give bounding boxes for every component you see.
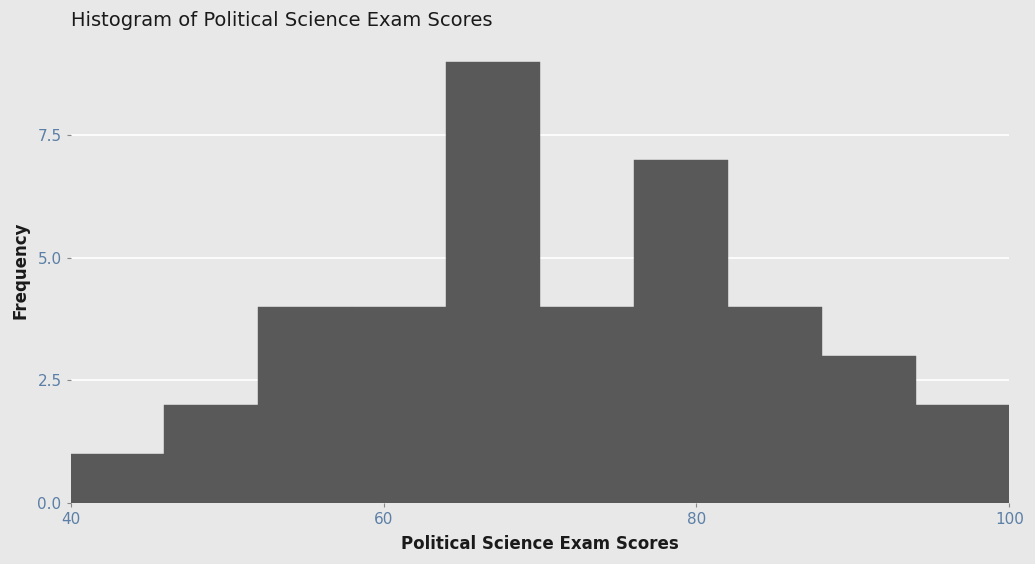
Bar	[446, 61, 540, 503]
Bar	[259, 307, 352, 503]
Bar	[916, 404, 1009, 503]
Bar	[540, 307, 633, 503]
Bar	[728, 307, 822, 503]
Bar	[633, 160, 728, 503]
Bar	[822, 355, 916, 503]
Y-axis label: Frequency: Frequency	[11, 221, 29, 319]
X-axis label: Political Science Exam Scores: Political Science Exam Scores	[402, 535, 679, 553]
Bar	[352, 307, 446, 503]
Bar	[165, 404, 259, 503]
Bar	[70, 453, 165, 503]
Text: Histogram of Political Science Exam Scores: Histogram of Political Science Exam Scor…	[70, 11, 492, 30]
